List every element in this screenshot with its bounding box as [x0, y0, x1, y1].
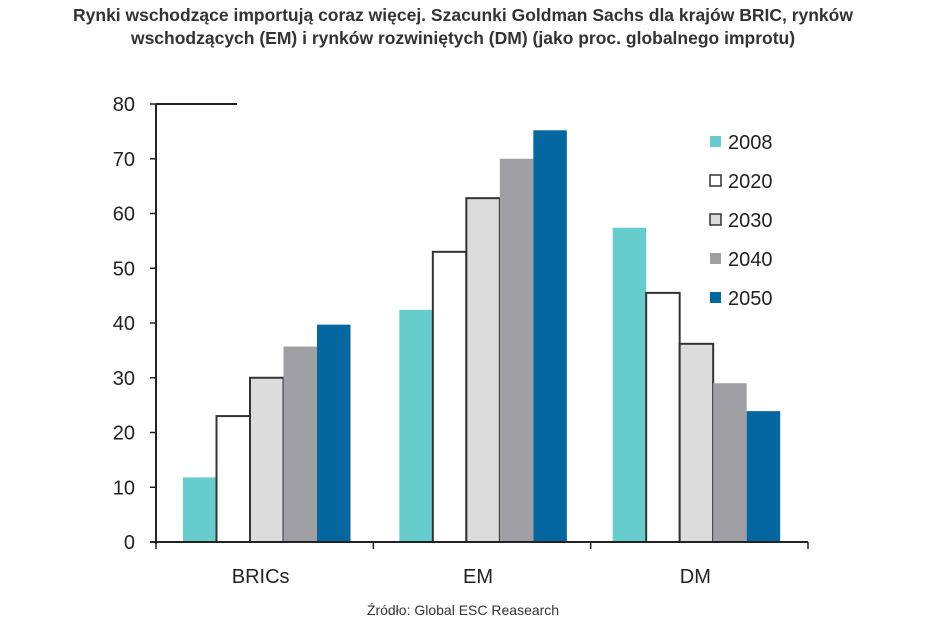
legend-swatch-2008 — [710, 136, 721, 147]
legend-swatch-2020 — [709, 174, 722, 187]
x-tick-label: EM — [463, 566, 493, 588]
y-tick-label: 50 — [113, 258, 135, 280]
bar-brics-2020 — [215, 415, 251, 544]
chart-title: Rynki wschodzące importują coraz więcej.… — [0, 4, 926, 50]
legend-swatch-2040 — [710, 253, 721, 264]
bar-brics-2008 — [183, 477, 217, 542]
legend-label-2008: 2008 — [728, 132, 773, 154]
chart-title-line-2: wschodzących (EM) i rynków rozwiniętych … — [130, 28, 796, 48]
bar-dm-2008 — [612, 227, 647, 543]
y-tick-label: 60 — [113, 204, 135, 226]
bar-em-2020 — [431, 250, 468, 543]
bar-brics-2040 — [283, 346, 317, 542]
y-tick-label: 40 — [113, 313, 135, 335]
legend-label-2030: 2030 — [728, 210, 773, 232]
bar-brics-2030 — [249, 376, 285, 543]
x-tick-label: DM — [680, 566, 711, 588]
y-tick-label: 0 — [124, 532, 135, 554]
x-tick-label: BRICs — [232, 566, 290, 588]
legend-label-2020: 2020 — [728, 171, 773, 193]
source-note: Źródło: Global ESC Reasearch — [366, 602, 560, 618]
bar-em-2008 — [399, 309, 433, 542]
y-tick-label: 10 — [113, 477, 135, 499]
y-tick-label: 70 — [113, 149, 135, 171]
legend-swatch-2030 — [709, 213, 722, 226]
bars-group — [183, 130, 781, 544]
y-tick-label: 30 — [113, 368, 135, 390]
bar-dm-2020 — [645, 291, 681, 544]
legend-label-2050: 2050 — [728, 288, 773, 310]
legend-label-2040: 2040 — [728, 249, 773, 271]
bar-em-2050 — [533, 130, 567, 542]
bar-em-2040 — [499, 158, 534, 542]
y-tick-label: 80 — [113, 94, 135, 116]
bar-dm-2050 — [746, 411, 781, 542]
y-tick-label: 20 — [113, 423, 135, 445]
legend-swatch-2050 — [710, 292, 721, 303]
bar-brics-2050 — [317, 324, 351, 542]
legend: 2008 2020 2030 2040 2050 — [709, 132, 773, 310]
bar-em-2030 — [465, 197, 501, 543]
chart-title-line-1: Rynki wschodzące importują coraz więcej.… — [73, 5, 853, 25]
bar-dm-2030 — [678, 342, 715, 543]
bar-dm-2040 — [713, 383, 747, 542]
